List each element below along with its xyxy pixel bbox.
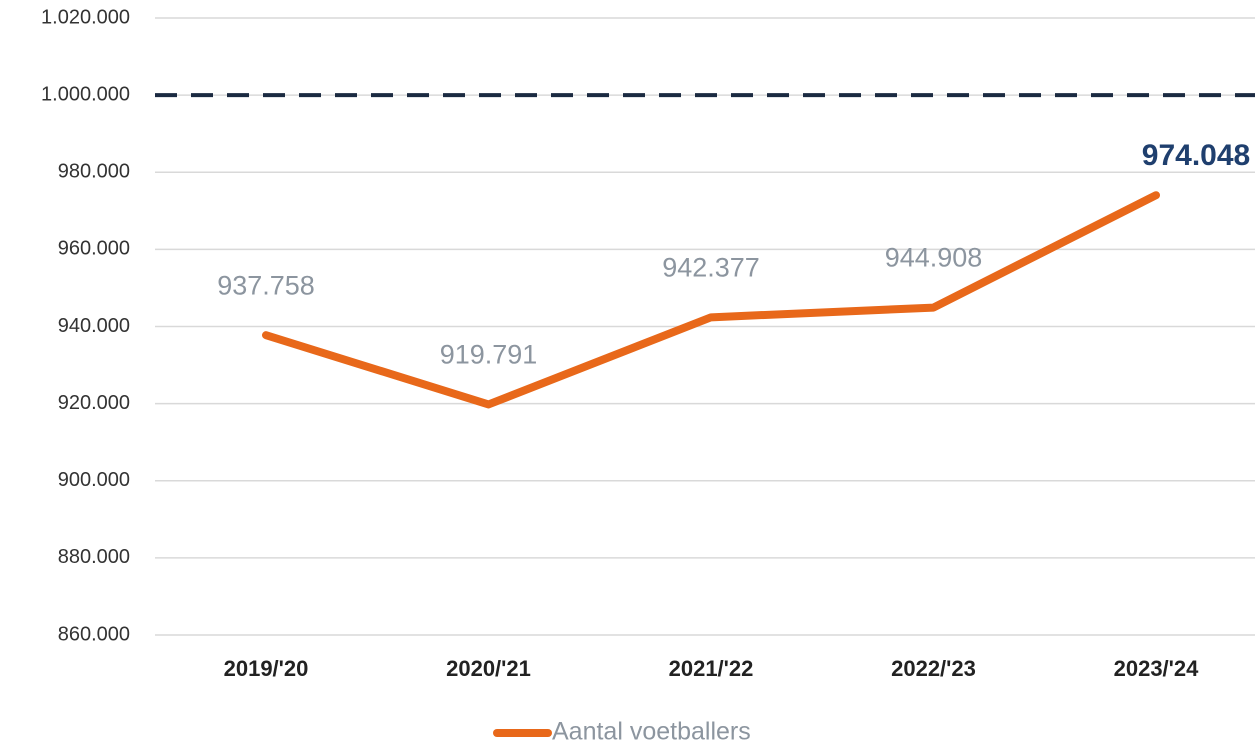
data-label: 944.908	[885, 243, 983, 273]
y-tick-label: 920.000	[58, 392, 130, 414]
y-tick-label: 1.020.000	[41, 6, 130, 28]
y-tick-label: 980.000	[58, 161, 130, 183]
y-tick-label: 1.000.000	[41, 83, 130, 105]
legend-label: Aantal voetballers	[552, 718, 751, 745]
x-tick-label: 2023/'24	[1114, 656, 1200, 681]
y-tick-label: 960.000	[58, 238, 130, 260]
y-tick-label: 940.000	[58, 315, 130, 337]
y-tick-label: 900.000	[58, 469, 130, 491]
x-tick-label: 2021/'22	[669, 656, 754, 681]
data-label: 919.791	[440, 340, 538, 370]
data-label: 942.377	[662, 252, 760, 282]
x-tick-label: 2020/'21	[446, 656, 531, 681]
line	[262, 191, 1160, 409]
y-tick-label: 880.000	[58, 546, 130, 568]
y-tick-label: 860.000	[58, 623, 130, 645]
data-label: 974.048	[1142, 139, 1250, 172]
x-tick-label: 2019/'20	[224, 656, 309, 681]
data-label: 937.758	[217, 270, 315, 300]
x-tick-label: 2022/'23	[891, 656, 976, 681]
